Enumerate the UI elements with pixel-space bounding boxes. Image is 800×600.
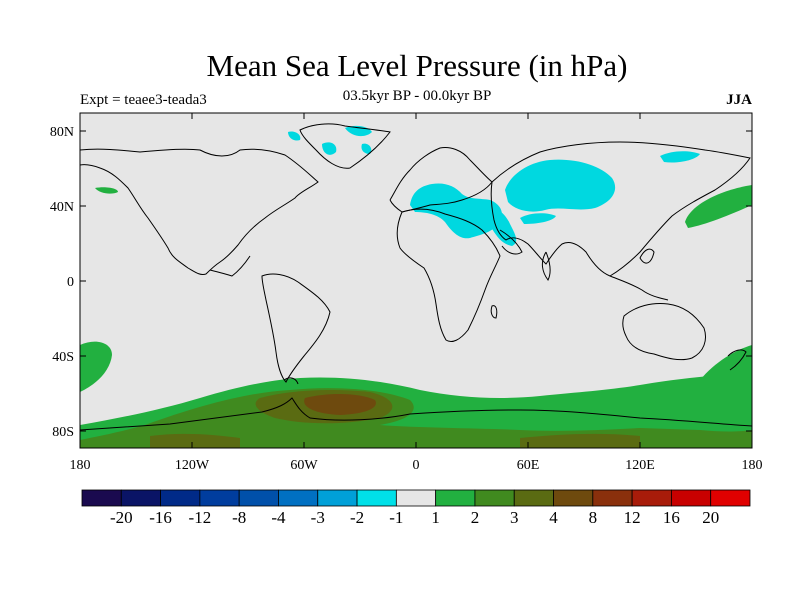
greenland-cyan-2 [322,142,337,155]
latitude-axis: 80N 40N 0 40S 80S [50,125,752,440]
colorbar-label: 2 [471,508,480,527]
colorbar-swatch [356,489,397,507]
colorbar-label: 3 [510,508,519,527]
europe-mediterranean-cyan [410,183,502,239]
lon-tick-label: 60W [290,458,318,473]
southwest-pacific-green-patch [700,345,752,395]
colorbar-label: -12 [189,508,212,527]
colorbar-label: -2 [350,508,364,527]
lat-tick-label: 80N [50,125,74,140]
colorbar-label: 4 [549,508,558,527]
north-pacific-green-patch [685,185,752,228]
greenland-cyan-3 [288,131,301,141]
colorbar-label: 20 [702,508,719,527]
period-label: 03.5kyr BP - 00.0kyr BP [342,88,492,104]
colorbar-swatch [631,489,672,507]
antarctic-olive-west [150,433,240,448]
colorbar-swatch [278,489,319,507]
coastlines [80,123,752,431]
colorbar-swatch [513,489,554,507]
lat-tick-label: 40S [52,350,74,365]
colorbar-label: -1 [389,508,403,527]
lon-tick-label: 120W [175,458,210,473]
season-label: JJA [726,92,752,108]
tibet-cyan [520,213,556,224]
colorbar [81,489,751,507]
longitude-axis: 180 120W 60W 0 60E 120E 180 [70,113,763,473]
colorbar-swatch [435,489,476,507]
chart-title: Mean Sea Level Pressure (in hPa) [206,48,628,83]
antarctic-dark-core [304,394,376,415]
colorbar-label: 8 [589,508,598,527]
lon-tick-label: 0 [413,458,420,473]
central-asia-cyan [505,159,616,212]
colorbar-swatch [317,489,358,507]
colorbar-swatch [199,489,240,507]
lon-tick-label: 120E [625,458,655,473]
south-pacific-green-patch [80,341,112,392]
colorbar-swatch [710,489,751,507]
colorbar-swatch [238,489,279,507]
colorbar-label: -16 [149,508,172,527]
colorbar-swatch [592,489,633,507]
colorbar-swatch [474,489,515,507]
greenland-cyan-4 [361,143,372,154]
middle-east-cyan [478,204,517,246]
lat-tick-label: 40N [50,200,74,215]
colorbar-swatch [120,489,161,507]
colorbar-swatch [81,489,122,507]
colorbar-swatch [160,489,201,507]
colorbar-swatch [671,489,712,507]
colorbar-label: -20 [110,508,133,527]
colorbar-swatch [395,489,437,507]
colorbar-label: 12 [624,508,641,527]
colorbar-label: -4 [271,508,286,527]
lon-tick-label: 180 [742,458,763,473]
lon-tick-label: 60E [517,458,540,473]
colorbar-swatch [553,489,594,507]
colorbar-label: 16 [663,508,680,527]
lat-tick-label: 80S [52,425,74,440]
experiment-label: Expt = teaee3-teada3 [80,92,207,108]
north-atlantic-green-dot [95,187,118,194]
colorbar-label: 1 [431,508,440,527]
colorbar-label: -3 [311,508,325,527]
antarctic-olive-region [80,388,752,448]
colorbar-labels: -20 -16 -12 -8 -4 -3 -2 -1 1 2 3 4 8 12 16 20 [110,508,719,527]
siberia-cyan [660,151,700,163]
antarctic-olive-east [520,433,640,448]
lon-tick-label: 180 [70,458,91,473]
colorbar-label: -8 [232,508,246,527]
lat-tick-label: 0 [67,275,74,290]
